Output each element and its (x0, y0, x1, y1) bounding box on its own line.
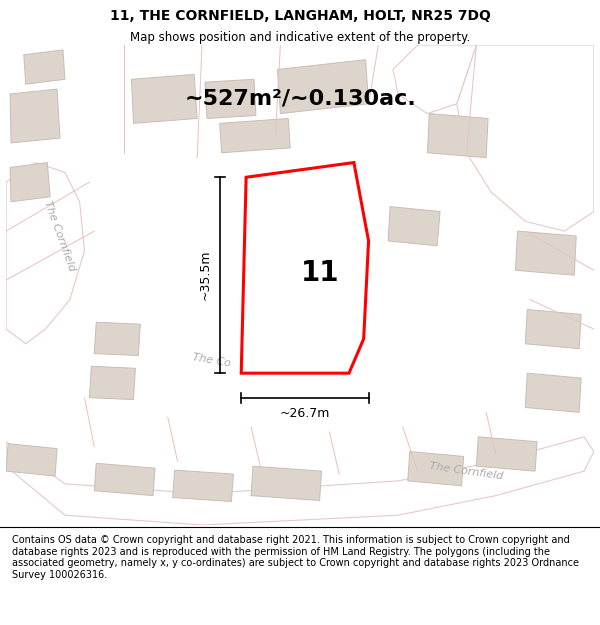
Text: 11, THE CORNFIELD, LANGHAM, HOLT, NR25 7DQ: 11, THE CORNFIELD, LANGHAM, HOLT, NR25 7… (110, 9, 490, 23)
Text: ~26.7m: ~26.7m (280, 408, 330, 421)
Polygon shape (476, 437, 537, 471)
Polygon shape (131, 74, 197, 123)
Text: ~35.5m: ~35.5m (199, 250, 212, 301)
Polygon shape (220, 119, 290, 152)
Polygon shape (10, 89, 60, 143)
Polygon shape (10, 162, 50, 202)
Polygon shape (205, 79, 256, 119)
Text: The Cornfield: The Cornfield (429, 461, 504, 481)
Polygon shape (6, 444, 57, 476)
Polygon shape (526, 373, 581, 413)
Polygon shape (526, 309, 581, 349)
Polygon shape (24, 50, 65, 84)
Polygon shape (515, 231, 576, 275)
Polygon shape (251, 466, 322, 501)
Polygon shape (277, 60, 368, 114)
Text: Contains OS data © Crown copyright and database right 2021. This information is : Contains OS data © Crown copyright and d… (12, 535, 579, 580)
Polygon shape (408, 451, 464, 486)
Text: The Co: The Co (191, 352, 232, 369)
Polygon shape (6, 162, 85, 344)
Text: The Cornfield: The Cornfield (43, 199, 77, 272)
Polygon shape (94, 322, 140, 356)
Text: 11: 11 (301, 259, 340, 287)
Polygon shape (6, 437, 594, 525)
Text: rnfield: rnfield (256, 358, 293, 374)
Polygon shape (427, 114, 488, 158)
Polygon shape (94, 463, 155, 496)
Polygon shape (173, 470, 233, 501)
Text: ~527m²/~0.130ac.: ~527m²/~0.130ac. (184, 89, 416, 109)
Polygon shape (89, 366, 136, 399)
Polygon shape (388, 207, 440, 246)
Polygon shape (393, 45, 476, 114)
Polygon shape (457, 45, 594, 231)
Text: Map shows position and indicative extent of the property.: Map shows position and indicative extent… (130, 31, 470, 44)
Polygon shape (241, 162, 368, 373)
